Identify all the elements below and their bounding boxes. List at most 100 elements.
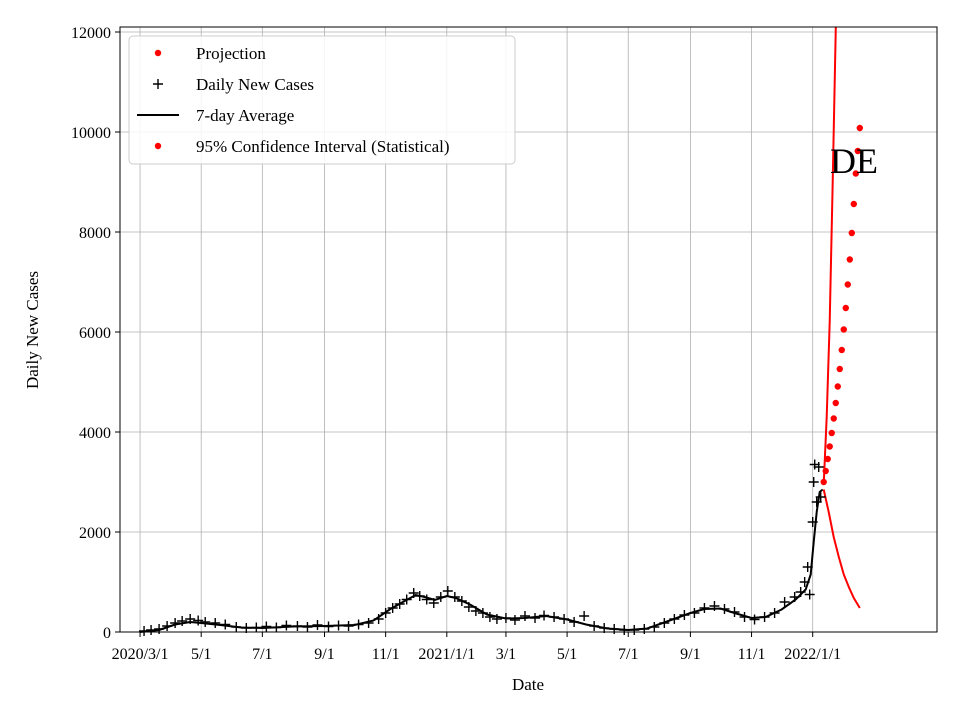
x-tick-label: 2020/3/1 [112,646,169,663]
daily-case-point [619,625,630,635]
x-tick-label: 5/1 [191,646,211,663]
daily-case-point [435,592,446,602]
x-tick-label: 11/1 [372,646,400,663]
projection-point [842,304,849,312]
projection-point [846,256,853,263]
daily-case-point [177,616,188,626]
daily-case-point [442,586,453,596]
daily-case-point [807,517,818,527]
projection-point [828,429,835,437]
daily-case-point [799,577,810,587]
y-axis: 0 2000 4000 6000 8000 10000 12000 [71,25,120,642]
daily-case-point [162,621,173,631]
daily-case-point [292,621,303,631]
daily-case-point [569,617,580,627]
daily-case-point [769,608,780,618]
projection-point [836,365,843,373]
daily-case-point [549,612,560,622]
projection-point [824,455,831,463]
y-tick-label: 0 [103,625,111,642]
daily-case-point [463,602,474,612]
daily-case-point [139,626,150,636]
projection-point [840,326,847,333]
daily-case-point [649,622,660,632]
legend-marker-dot [154,142,162,150]
daily-case-point [477,608,488,618]
daily-case-point [669,614,680,624]
legend: Projection Daily New Cases 7-day Average 95… [128,35,516,165]
daily-case-point [353,619,364,630]
daily-case-point [759,612,770,622]
daily-case-point [408,588,419,598]
x-tick-label: 2021/1/1 [418,646,475,663]
daily-case-point [795,587,806,597]
daily-case-point [323,621,334,632]
y-tick-label: 2000 [79,525,111,542]
daily-case-point [241,623,252,633]
projection-point [834,383,841,390]
daily-case-point [363,618,374,628]
daily-case-point [261,621,272,632]
daily-case-point [749,614,760,625]
daily-case-point [500,613,511,623]
projection-point [848,229,855,237]
daily-case-point [281,620,292,631]
legend-label: 7-day Average [196,106,294,125]
y-tick-label: 4000 [79,425,111,442]
daily-case-point [484,612,495,622]
daily-case-point [739,612,750,622]
daily-case-point [589,621,600,631]
daily-case-point [659,618,670,628]
projection-point [852,170,860,177]
x-axis-label: Date [512,675,544,694]
daily-case-point [509,615,520,625]
projection-point [856,124,864,132]
daily-case-point [380,608,391,618]
daily-case-point [559,614,570,624]
daily-case-point [491,614,502,624]
daily-case-point [312,620,323,630]
daily-case-point [689,608,700,618]
projection-point [844,281,851,288]
projection-point [838,346,845,354]
daily-case-point [251,622,262,633]
daily-case-point [302,622,313,632]
daily-case-point [200,617,211,627]
daily-case-point [629,625,640,635]
daily-case-point [719,604,730,614]
x-tick-label: 9/1 [314,646,334,663]
daily-case-point [414,591,425,601]
legend-label: Projection [196,44,266,63]
y-tick-label: 10000 [71,125,111,142]
legend-label: 95% Confidence Interval (Statistical) [196,137,450,156]
daily-case-point [170,618,181,628]
x-axis: 2020/3/1 5/1 7/1 9/1 11/1 2021/1/1 3/1 5/1 7/1 9/… [112,632,841,663]
projection-point [850,200,857,208]
daily-case-point [804,589,815,600]
x-tick-label: 7/1 [618,646,638,663]
chart-annotation: DE [830,141,878,181]
ci-upper-line [822,26,837,485]
daily-case-point [679,610,690,620]
daily-case-point [193,615,204,626]
x-tick-label: 2022/1/1 [784,646,841,663]
daily-case-point [779,597,790,607]
daily-case-point [539,610,550,621]
legend-marker-dot [154,49,162,57]
series-line-7day-average [139,488,824,633]
daily-case-point [210,618,221,628]
daily-case-point [231,622,242,632]
daily-case-point [456,596,467,606]
projection-point [832,399,839,407]
daily-case-point [449,592,460,602]
daily-case-point [729,607,740,617]
x-tick-label: 7/1 [252,646,272,663]
daily-case-point [146,625,157,635]
daily-case-point [599,623,610,633]
y-tick-label: 8000 [79,225,111,242]
y-tick-label: 12000 [71,25,111,42]
daily-case-point [220,619,231,630]
daily-case-point [709,601,720,611]
y-axis-label: Daily New Cases [23,271,42,389]
